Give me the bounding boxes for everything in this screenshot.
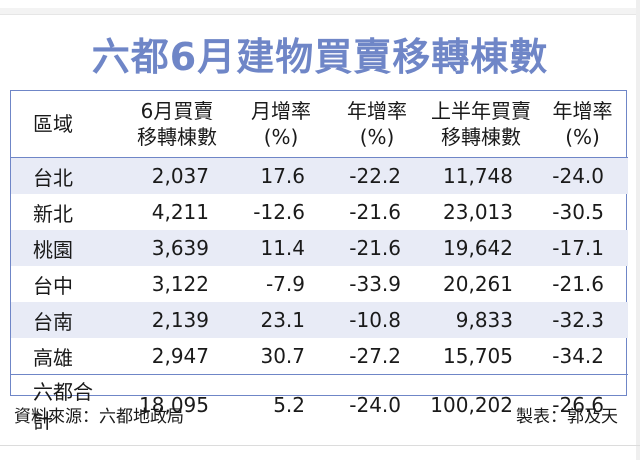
cell: 19,642 [425,230,537,266]
total-row: 六都合計 18,095 5.2 -24.0 100,202 -26.6 [11,374,628,435]
region-cell: 六都合計 [11,374,121,435]
cell: -24.0 [329,374,425,435]
table-frame: 區域 6月買賣 移轉棟數 月增率 (%) 年增率 (%) 上半年買賣 移轉棟數 年增率(… [10,90,628,435]
cell: -34.2 [552,344,604,368]
table-row: 桃園 3,639 11.4 -21.6 19,642 -17.1 [11,230,628,266]
cell: 17.6 [233,157,329,194]
column-header: 上半年買賣 移轉棟數 [425,91,537,158]
cell: -21.6 [329,230,425,266]
cell: 23,013 [443,200,513,224]
cell: 20,261 [443,272,513,296]
cell: -27.2 [349,344,401,368]
column-header: 年增率 (%) [329,91,425,158]
cell: -24.0 [537,157,628,194]
cell: 9,833 [425,302,537,338]
source-note: 資料來源：六都地政局 [14,407,184,427]
region-cell: 台中 [33,273,73,298]
cell: 3,122 [151,272,209,296]
page-title: 六都6月建物買賣移轉棟數 [91,35,549,79]
column-header: 月增率 (%) [233,91,329,158]
cell: 2,947 [151,344,209,368]
cell: -12.6 [253,200,305,224]
table-row: 台南 2,139 23.1 -10.8 9,833 -32.3 [11,302,628,338]
cell: 18,095 [121,374,233,435]
cell: 3,639 [121,230,233,266]
right-edge [636,0,640,460]
cell: -30.5 [552,200,604,224]
region-cell: 高雄 [33,345,73,370]
cell: -21.6 [349,200,401,224]
top-divider [0,8,640,15]
region-cell: 台南 [11,302,121,338]
cell: 100,202 [425,374,537,435]
region-cell: 台北 [11,157,121,194]
column-header: 年增率 (%) [537,91,628,158]
credit-note: 製表：郭及天 [516,407,618,427]
cell: 15,705 [443,344,513,368]
cell: 11,748 [425,157,537,194]
cell: -7.9 [265,272,305,296]
region-cell: 新北 [33,201,73,226]
cell: 2,139 [121,302,233,338]
cell: 30.7 [260,344,305,368]
table-row: 新北 4,211 -12.6 -21.6 23,013 -30.5 [11,194,628,230]
cell: 5.2 [233,374,329,435]
data-table: 區域 6月買賣 移轉棟數 月增率 (%) 年增率 (%) 上半年買賣 移轉棟數 年增率(… [11,91,628,435]
cell: -10.8 [329,302,425,338]
table-row: 高雄 2,947 30.7 -27.2 15,705 -34.2 [11,338,628,375]
cell: -26.6 [537,374,628,435]
column-header: 6月買賣 移轉棟數 [121,91,233,158]
cell: 4,211 [151,200,209,224]
cell: 2,037 [121,157,233,194]
header-row: 區域 6月買賣 移轉棟數 月增率 (%) 年增率 (%) 上半年買賣 移轉棟數 年增率(… [11,91,628,158]
cell: -32.3 [537,302,628,338]
cell: 11.4 [233,230,329,266]
cell: -22.2 [329,157,425,194]
bottom-divider [0,445,640,446]
cell: -33.9 [349,272,401,296]
column-header: 區域 [11,91,121,158]
table-row: 台中 3,122 -7.9 -33.9 20,261 -21.6 [11,266,628,302]
cell: -17.1 [537,230,628,266]
cell: 23.1 [233,302,329,338]
cell: -21.6 [552,272,604,296]
region-cell: 桃園 [11,230,121,266]
table-row: 台北 2,037 17.6 -22.2 11,748 -24.0 [11,157,628,194]
